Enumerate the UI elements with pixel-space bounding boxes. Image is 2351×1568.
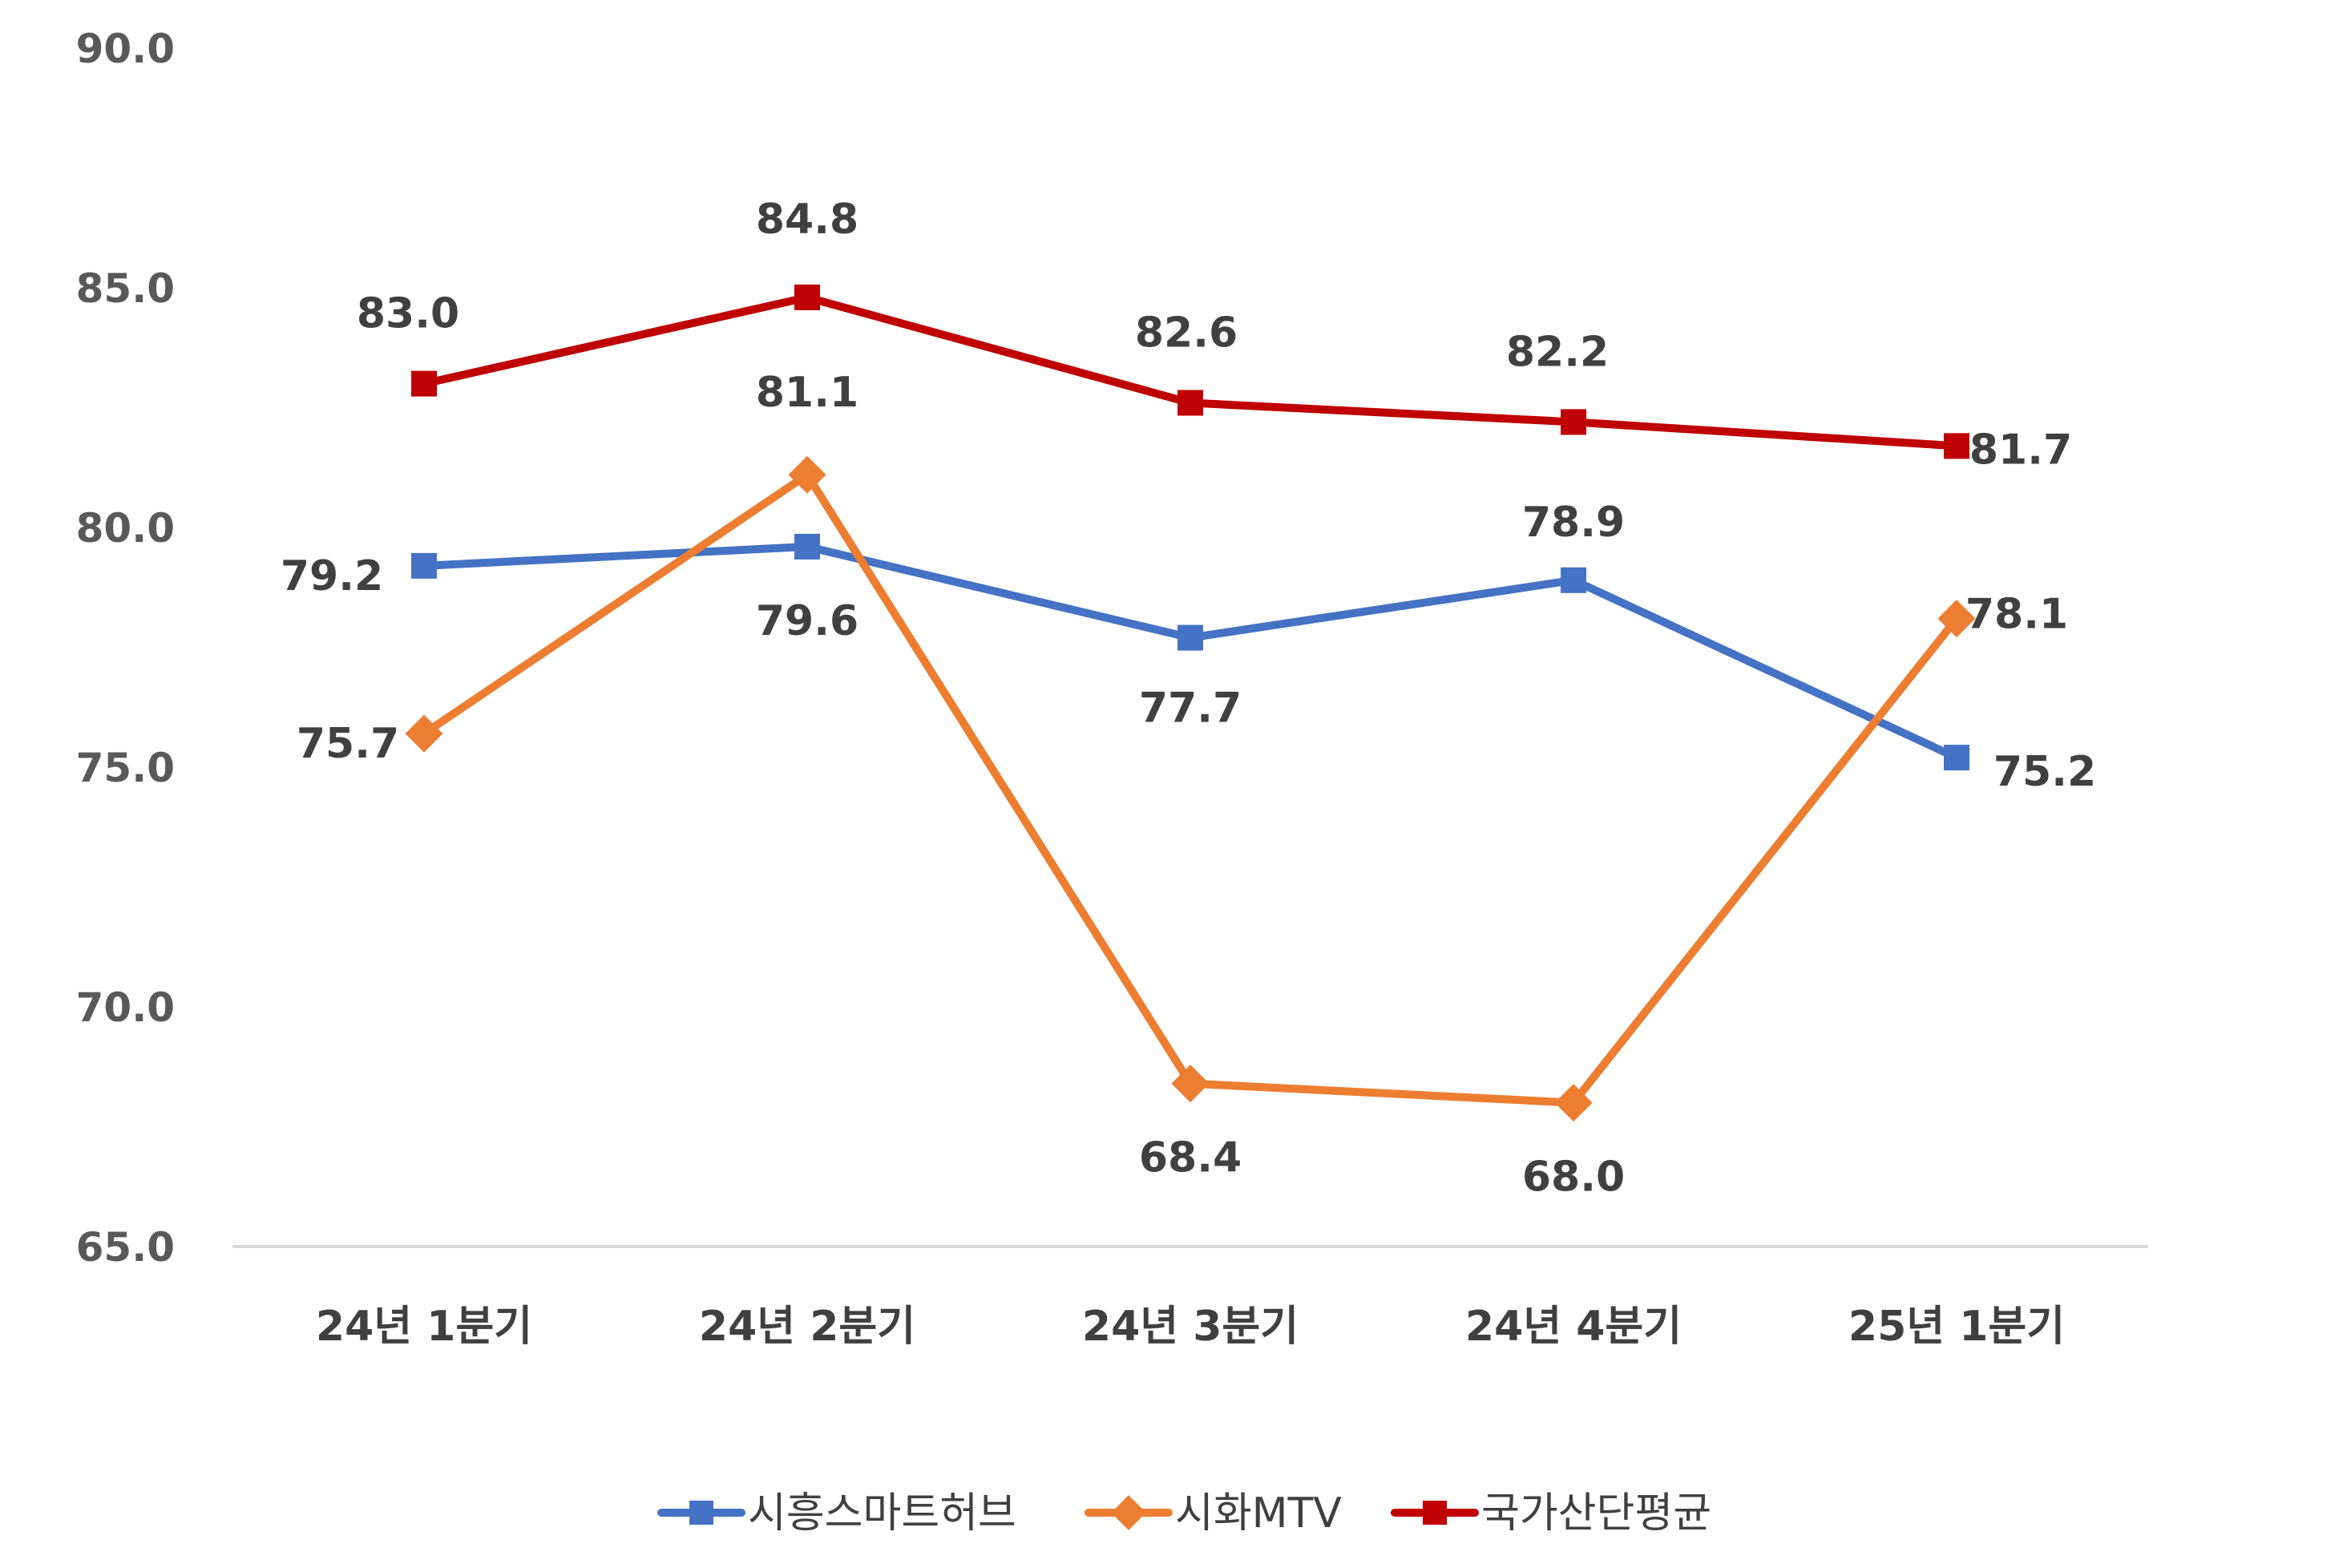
data-point-marker (1178, 624, 1203, 651)
data-point-marker (1423, 1501, 1447, 1525)
data-label: 82.2 (1506, 328, 1609, 376)
data-point-marker (411, 552, 437, 579)
data-point-marker (1554, 1084, 1593, 1122)
data-point-marker (794, 533, 820, 560)
data-label: 68.4 (1139, 1134, 1242, 1182)
legend-label: 시화MTV (1175, 1489, 1342, 1538)
y-tick-label: 85.0 (76, 265, 175, 312)
data-label: 82.6 (1135, 309, 1238, 358)
data-point-marker (1937, 600, 1976, 638)
y-tick-label: 80.0 (76, 505, 175, 552)
y-tick-label: 70.0 (76, 984, 175, 1031)
series-layer (405, 284, 1976, 1122)
y-tick-label: 90.0 (76, 26, 175, 72)
data-label: 78.1 (1965, 591, 2068, 639)
data-label: 81.1 (756, 369, 858, 417)
data-labels-layer: 79.2 79.6 77.7 78.9 75.2 75.7 81.1 68.4 68.0 78.1… (281, 196, 2096, 1202)
x-category-label: 24년 2분기 (699, 1303, 915, 1351)
data-label: 78.9 (1522, 499, 1625, 547)
y-axis-tick-labels: 65.0 70.0 75.0 80.0 85.0 90.0 (76, 26, 175, 1271)
x-category-label: 25년 1분기 (1848, 1303, 2065, 1351)
data-label: 81.7 (1969, 426, 2072, 474)
x-category-label: 24년 4분기 (1465, 1303, 1682, 1351)
data-point-marker (405, 714, 443, 753)
data-label: 83.0 (357, 290, 459, 338)
legend-label: 국가산단평균 (1481, 1489, 1711, 1538)
legend-item: 국가산단평균 (1391, 1489, 1711, 1538)
data-point-marker (1111, 1495, 1146, 1530)
data-point-marker (788, 455, 826, 494)
series-line (420, 471, 1961, 1107)
x-axis-category-labels: 24년 1분기 24년 2분기 24년 3분기 24년 4분기 25년 1분기 (316, 1303, 2065, 1351)
data-point-marker (1944, 745, 1969, 771)
y-tick-label: 65.0 (76, 1224, 175, 1271)
legend-item: 시화MTV (1085, 1489, 1342, 1538)
legend: 시흥스마트허브 시화MTV 국가산단평균 (657, 1489, 1711, 1538)
series-group (411, 533, 1969, 771)
data-point-marker (794, 284, 820, 310)
series-group (411, 284, 1969, 459)
data-point-marker (1561, 567, 1586, 593)
series-group (405, 455, 1976, 1122)
data-label: 84.8 (756, 196, 858, 244)
data-label: 79.6 (756, 597, 858, 645)
data-point-marker (1561, 409, 1586, 435)
x-category-label: 24년 1분기 (316, 1303, 532, 1351)
data-point-marker (411, 370, 437, 397)
data-label: 68.0 (1522, 1154, 1625, 1202)
data-point-marker (689, 1501, 713, 1525)
data-point-marker (1178, 390, 1203, 416)
data-label: 77.7 (1139, 685, 1242, 733)
y-tick-label: 75.0 (76, 745, 175, 791)
data-label: 75.2 (1994, 748, 2096, 796)
data-label: 75.7 (297, 720, 399, 768)
data-label: 79.2 (281, 552, 383, 600)
legend-item: 시흥스마트허브 (657, 1489, 1016, 1538)
legend-label: 시흥스마트허브 (748, 1489, 1016, 1538)
x-category-label: 24년 3분기 (1082, 1303, 1299, 1351)
data-point-marker (1171, 1065, 1210, 1103)
data-point-marker (1944, 433, 1969, 459)
